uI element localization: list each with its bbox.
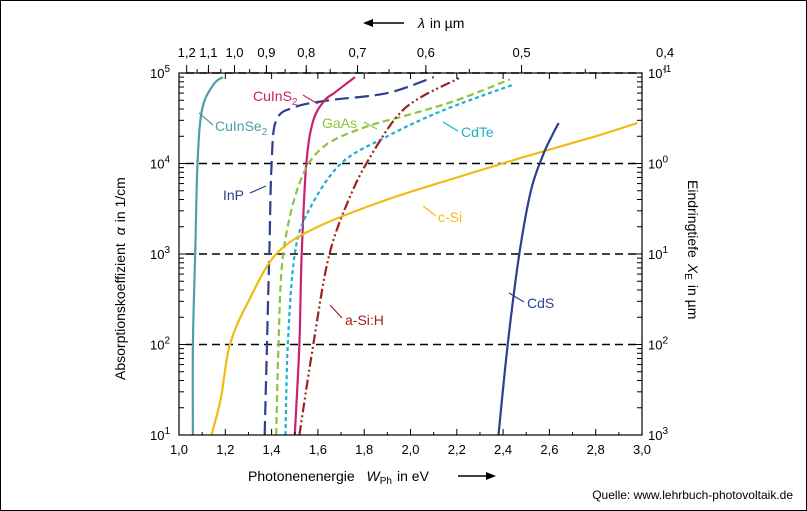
top-tick-label: 0,7 — [348, 45, 366, 60]
right-axis-title-unit: in µm — [685, 285, 701, 320]
series-line-cds — [497, 122, 560, 436]
y-tick-label: 101 — [150, 426, 170, 443]
series-line-c-si — [210, 121, 638, 436]
series-label: c-Si — [438, 209, 462, 225]
y-axis-title-unit: in 1/cm — [112, 177, 128, 222]
right-axis-title: Eindringtiefe XEin µm — [682, 180, 701, 319]
y2-tick-label: 102 — [648, 336, 668, 353]
gridlines — [186, 72, 642, 346]
y2-tick-label: 101 — [648, 245, 668, 262]
series-label: a-Si:H — [345, 312, 384, 328]
series-label: CuInSe2 — [215, 118, 268, 138]
series-line-a-si-h — [298, 76, 462, 436]
top-tick-label: 0,4 — [656, 45, 674, 60]
curves — [191, 76, 638, 436]
x-tick-label: 1,6 — [309, 442, 327, 457]
series-line-cuins — [293, 76, 356, 436]
series-labels: CuInSe2 InP CuInS2 GaAs CdTe a-Si:H c-Si CdS — [198, 88, 554, 328]
x-tick-label: 2,6 — [540, 442, 558, 457]
series-leader-line — [508, 292, 525, 303]
series-label: CdTe — [461, 124, 494, 140]
x-tick-label: 1,0 — [170, 442, 188, 457]
series-line-gaas — [275, 78, 511, 436]
right-axis-title-text: Eindringtiefe — [685, 180, 701, 258]
y-axis-title-symbol: α — [112, 226, 128, 235]
top-tick-label: 0,9 — [257, 45, 275, 60]
series-label: CuInS2 — [253, 88, 298, 108]
right-axis-title-symbol: X — [685, 263, 701, 274]
series-label: CdS — [527, 295, 554, 311]
series-leader-line — [363, 121, 378, 130]
x-axis-title-main: Photonenenergie — [248, 468, 355, 484]
series-leader-line — [442, 121, 459, 132]
x-axis-title-symbol: W — [367, 468, 382, 484]
series-line-cdte — [284, 83, 516, 436]
series-line-inp — [263, 76, 435, 436]
y-tick-label: 102 — [150, 336, 170, 353]
y-tick-label: 105 — [150, 64, 170, 81]
series-leader-line — [302, 94, 319, 105]
svg-text:λin µm: λ in µm — [417, 15, 464, 31]
top-tick-label: 0,6 — [417, 45, 435, 60]
source-note: Quelle: www.lehrbuch-photovoltaik.de — [592, 488, 793, 502]
top-tick-label: 0,8 — [297, 45, 315, 60]
y-tick-label: 103 — [150, 245, 170, 262]
x-tick-label: 2,0 — [401, 442, 419, 457]
top-axis-title-symbol: λ — [417, 15, 425, 31]
top-tick-label: 1,2 — [178, 45, 196, 60]
x-axis-title-unit: in eV — [397, 468, 430, 484]
series-leader-line — [329, 304, 343, 319]
y2-tick-label: 103 — [648, 426, 668, 443]
x-tick-label: 1,2 — [216, 442, 234, 457]
x-axis-title: Photonenenergie WPh in eV — [248, 468, 430, 487]
series-label: InP — [223, 187, 244, 203]
y-axis-title: Absorptionskoeffizient α in 1/cm — [112, 177, 128, 380]
y-axis-title-text: Absorptionskoeffizient — [112, 243, 128, 380]
series-line-cuinse — [191, 76, 224, 436]
top-tick-label: 1,0 — [225, 45, 243, 60]
y-tick-label: 104 — [150, 155, 170, 172]
series-leader-line — [198, 112, 214, 126]
x-tick-label: 2,2 — [448, 442, 466, 457]
x-axis-title-sub: Ph — [380, 476, 392, 487]
series-leader-line — [249, 185, 267, 194]
series-leader-line — [422, 205, 437, 217]
x-tick-label: 1,4 — [263, 442, 281, 457]
x-tick-label: 3,0 — [633, 442, 651, 457]
ticks: 1,0 1,2 1,4 1,6 1,8 2,0 2,2 2,4 2,6 2,8 3,01,2 1,1 1… — [150, 45, 674, 457]
top-tick-label: 0,5 — [512, 45, 530, 60]
y2-tick-label: 10-1 — [648, 64, 672, 81]
right-axis-title-sub: E — [682, 273, 693, 280]
y2-tick-label: 100 — [648, 155, 668, 172]
x-tick-label: 2,8 — [587, 442, 605, 457]
series-label: GaAs — [322, 115, 357, 131]
top-axis-title-unit: in µm — [430, 15, 465, 31]
top-axis-title: λ in µm — [363, 15, 464, 31]
x-axis-arrow — [458, 472, 496, 480]
top-tick-label: 1,1 — [199, 45, 217, 60]
x-tick-label: 2,4 — [494, 442, 512, 457]
x-tick-label: 1,8 — [355, 442, 373, 457]
